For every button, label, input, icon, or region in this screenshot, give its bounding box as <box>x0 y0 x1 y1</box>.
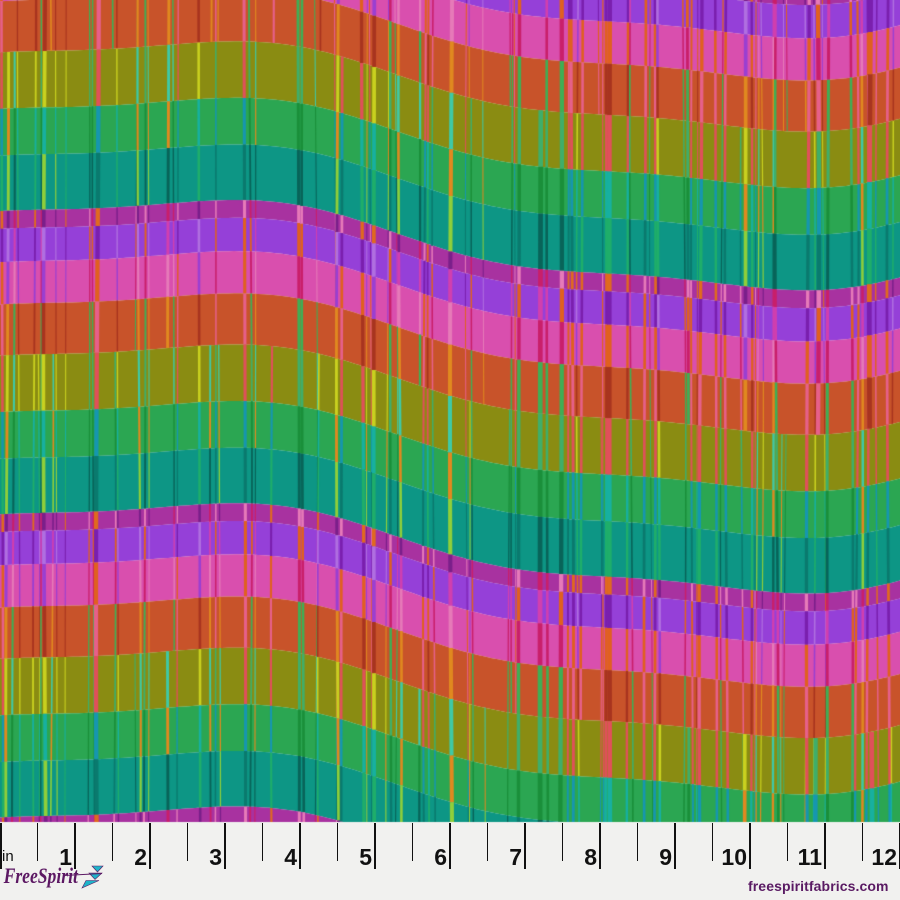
svg-text:FreeSpirit: FreeSpirit <box>3 864 79 888</box>
